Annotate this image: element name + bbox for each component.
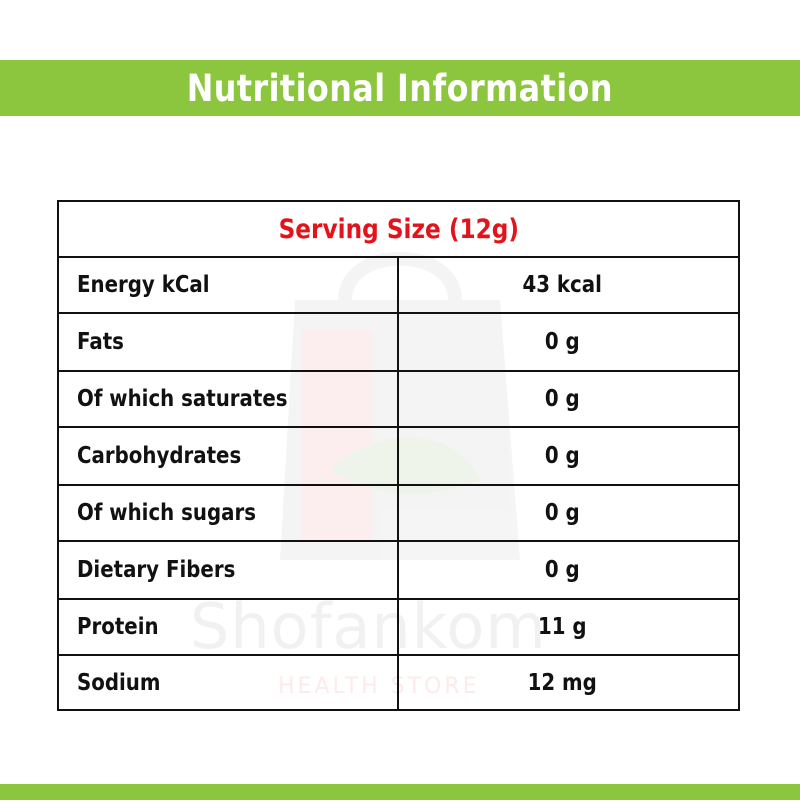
nutrient-name: Sodium — [59, 656, 399, 709]
table-row: Fats 0 g — [59, 314, 738, 372]
nutrient-value: 0 g — [545, 329, 580, 355]
table-row: Protein 11 g — [59, 600, 738, 656]
nutrient-name: Energy kCal — [59, 258, 399, 312]
nutrient-value: 12 mg — [527, 669, 598, 696]
nutrient-value: 43 kcal — [522, 272, 603, 298]
table-row: Dietary Fibers 0 g — [59, 542, 738, 600]
table-row: Energy kCal 43 kcal — [59, 258, 738, 314]
nutrient-name: Of which sugars — [59, 486, 399, 540]
nutrient-name: Of which saturates — [59, 372, 399, 426]
table-row: Of which sugars 0 g — [59, 486, 738, 542]
nutrition-table: Serving Size (12g) Energy kCal 43 kcal F… — [57, 200, 740, 711]
nutrient-name: Carbohydrates — [59, 428, 399, 484]
table-row: Sodium 12 mg — [59, 656, 738, 709]
page-title: Nutritional Information — [186, 66, 614, 110]
title-banner: Nutritional Information — [0, 60, 800, 116]
nutrient-value: 11 g — [538, 614, 587, 640]
nutrition-rows: Energy kCal 43 kcal Fats 0 g Of which sa… — [59, 258, 738, 709]
nutrient-value: 0 g — [545, 557, 580, 583]
bottom-accent-bar — [0, 784, 800, 800]
nutrient-name: Protein — [59, 600, 399, 654]
serving-size-label: Serving Size (12g) — [278, 213, 519, 245]
nutrient-name: Dietary Fibers — [59, 542, 399, 598]
table-row: Of which saturates 0 g — [59, 372, 738, 428]
nutrient-name: Fats — [59, 314, 399, 370]
nutrient-value: 0 g — [545, 500, 580, 526]
nutrient-value: 0 g — [545, 443, 580, 469]
serving-size-header: Serving Size (12g) — [59, 202, 738, 258]
nutrient-value: 0 g — [545, 386, 580, 412]
table-row: Carbohydrates 0 g — [59, 428, 738, 486]
